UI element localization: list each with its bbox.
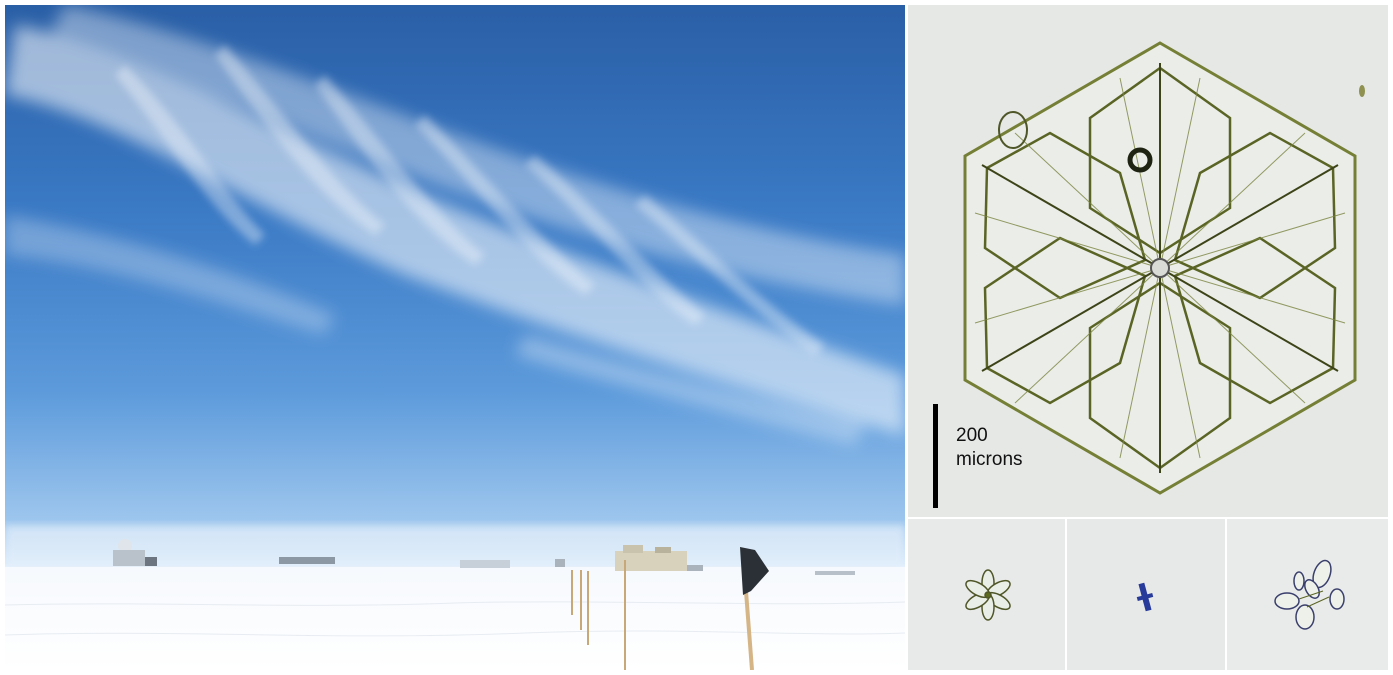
- scale-value: 200: [956, 425, 988, 446]
- stellar-crystal: [963, 41, 1365, 495]
- small-crystal-stellar: [908, 519, 1065, 670]
- scale-label: 200 microns: [956, 424, 1023, 472]
- snow-field: [5, 567, 905, 670]
- cloud-wisps: [115, 45, 825, 355]
- scale-unit: microns: [956, 449, 1023, 470]
- small-crystal-irregular: [1227, 519, 1388, 670]
- scale-bar: [933, 404, 938, 508]
- small-crystal-column: [1067, 519, 1225, 670]
- flag-poles: [571, 560, 626, 670]
- snow-crystal-micrograph: [908, 5, 1388, 517]
- landscape-scene: [5, 5, 905, 670]
- station-buildings: [113, 539, 855, 575]
- black-flag: [740, 547, 769, 670]
- cirrus-clouds: [5, 5, 905, 445]
- landscape-photo: [5, 5, 905, 670]
